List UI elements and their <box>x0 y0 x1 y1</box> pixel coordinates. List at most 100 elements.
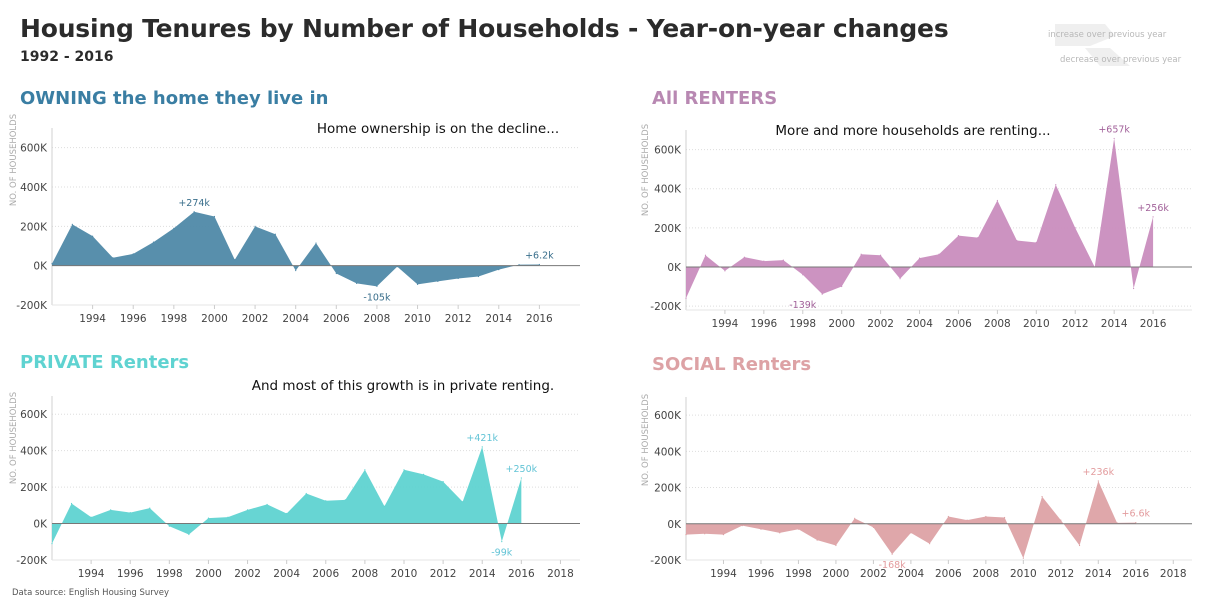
y-tick-label: 200K <box>654 483 682 495</box>
data-point <box>880 254 882 256</box>
x-tick-label: 1998 <box>785 568 812 580</box>
data-point <box>957 235 960 237</box>
x-tick-label: 2010 <box>1023 318 1050 330</box>
x-tick-label: 2004 <box>906 318 933 330</box>
chart-panel-0: -200K 0K 200K 400K 600K 1994 1996 1998 2000 2002 2… <box>9 114 580 325</box>
data-point <box>704 533 706 535</box>
data-point <box>782 259 784 261</box>
data-point <box>422 473 425 475</box>
data-point <box>129 512 131 514</box>
x-tick-label: 2002 <box>860 568 887 580</box>
data-point <box>1113 137 1115 140</box>
series-area <box>686 481 1136 559</box>
x-tick-label: 1994 <box>79 313 106 325</box>
chart-panel-3: -200K 0K 200K 400K 600K 1994 1996 1998 2000 2002 2… <box>641 394 1192 580</box>
x-tick-label: 2010 <box>391 568 418 580</box>
data-point <box>1003 516 1006 519</box>
data-point <box>376 285 378 287</box>
y-tick-label: 200K <box>20 221 48 233</box>
data-point <box>152 241 155 243</box>
data-point <box>149 507 151 509</box>
data-point <box>403 469 405 471</box>
data-point <box>1078 544 1081 547</box>
data-point <box>168 525 170 527</box>
x-tick-label: 2016 <box>508 568 535 580</box>
data-point <box>835 544 837 547</box>
legend-decrease-label: decrease over previous year <box>1060 55 1182 65</box>
data-point <box>416 283 419 285</box>
data-point <box>246 509 249 511</box>
x-tick-label: 2006 <box>312 568 339 580</box>
data-point <box>173 227 175 229</box>
data-point <box>1074 227 1076 229</box>
data-point <box>918 257 921 259</box>
data-point <box>227 516 229 518</box>
x-tick-label: 2008 <box>984 318 1011 330</box>
x-tick-label: 2002 <box>234 568 261 580</box>
data-point <box>315 242 317 244</box>
y-tick-label: 600K <box>20 409 48 421</box>
y-tick-label: 0K <box>33 519 48 531</box>
legend-increase-label: increase over previous year <box>1048 30 1167 40</box>
data-label: -105k <box>363 292 391 303</box>
data-point <box>457 277 459 280</box>
data-point <box>1035 241 1037 244</box>
chart-panel-2: -200K 0K 200K 400K 600K 1994 1996 1998 2000 2002 2… <box>9 378 580 580</box>
data-point <box>274 233 276 235</box>
data-point <box>193 211 195 213</box>
data-point <box>383 505 386 507</box>
series-area <box>52 446 522 544</box>
data-point <box>254 225 256 227</box>
y-axis-title: NO. OF HOUSEHOLDS <box>641 124 651 216</box>
x-tick-label: 2008 <box>352 568 379 580</box>
data-point <box>821 293 823 295</box>
x-tick-label: 2010 <box>404 313 431 325</box>
data-point <box>1135 521 1137 524</box>
data-point <box>70 502 73 505</box>
y-tick-label: 0K <box>667 519 682 531</box>
y-tick-label: 400K <box>20 182 48 194</box>
data-label: +6.6k <box>1121 509 1150 520</box>
data-point <box>518 264 520 266</box>
x-tick-label: 2002 <box>867 318 894 330</box>
y-axis-title: NO. OF HOUSEHOLDS <box>9 114 19 206</box>
data-point <box>1016 239 1018 242</box>
y-axis-title: NO. OF HOUSEHOLDS <box>9 392 19 484</box>
x-tick-label: 1996 <box>748 568 775 580</box>
x-tick-label: 2010 <box>1010 568 1037 580</box>
x-tick-label: 1994 <box>78 568 105 580</box>
x-tick-label: 2014 <box>469 568 496 580</box>
data-point <box>477 275 480 278</box>
panel-title-social-renters: SOCIAL Renters <box>652 354 812 375</box>
panel-title-all-renters: All RENTERS <box>652 88 778 109</box>
y-tick-label: 200K <box>654 223 682 235</box>
data-point <box>286 512 288 515</box>
data-point <box>966 519 968 521</box>
data-point <box>325 500 327 502</box>
data-point <box>295 269 297 272</box>
x-tick-label: 2000 <box>828 318 855 330</box>
data-point <box>90 516 92 518</box>
data-point <box>797 528 800 530</box>
x-tick-label: 2004 <box>282 313 309 325</box>
data-point <box>704 254 707 256</box>
data-label: -99k <box>491 548 513 559</box>
data-point <box>760 528 762 530</box>
data-point <box>213 215 216 218</box>
data-point <box>724 270 726 272</box>
data-point <box>112 257 114 259</box>
data-point <box>722 534 725 536</box>
data-point <box>996 199 998 202</box>
data-label: +236k <box>1082 467 1114 478</box>
data-point <box>92 235 94 237</box>
x-tick-label: 2006 <box>945 318 972 330</box>
x-tick-label: 1994 <box>712 318 739 330</box>
x-tick-label: 1996 <box>750 318 777 330</box>
data-point <box>763 260 765 262</box>
data-point <box>234 259 236 261</box>
data-point <box>364 469 366 471</box>
data-point <box>110 509 112 511</box>
x-tick-label: 2014 <box>1085 568 1112 580</box>
data-point <box>51 263 53 265</box>
